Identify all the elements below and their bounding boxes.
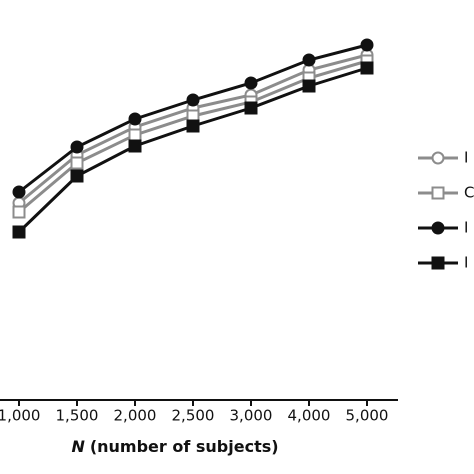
- data-point: [244, 76, 258, 90]
- legend-marker: [431, 256, 445, 270]
- data-point: [70, 140, 84, 154]
- data-point: [12, 205, 26, 219]
- data-point: [128, 128, 142, 142]
- data-point: [302, 53, 316, 67]
- x-tick-label: 3,000: [230, 407, 273, 425]
- data-point: [360, 38, 374, 52]
- legend-marker: [431, 221, 445, 235]
- data-point: [302, 79, 316, 93]
- x-tick-label: 1,500: [56, 407, 99, 425]
- x-axis-variable: N: [71, 437, 85, 456]
- data-point: [70, 156, 84, 170]
- x-tick-label: 5,000: [346, 407, 389, 425]
- data-point: [128, 139, 142, 153]
- legend-marker: [431, 186, 445, 200]
- data-point: [70, 169, 84, 183]
- data-point: [12, 225, 26, 239]
- x-tick-label: 2,500: [172, 407, 215, 425]
- legend-label: I: [464, 149, 468, 167]
- data-point: [12, 185, 26, 199]
- data-point: [244, 101, 258, 115]
- legend-label: C: [464, 184, 474, 202]
- legend-label: I: [464, 254, 468, 272]
- data-point: [186, 119, 200, 133]
- x-tick-label: 2,000: [114, 407, 157, 425]
- data-point: [128, 112, 142, 126]
- x-axis-label: N (number of subjects): [71, 437, 278, 456]
- x-tick-label: 1,000: [0, 407, 40, 425]
- data-point: [360, 61, 374, 75]
- x-tick-label: 4,000: [288, 407, 331, 425]
- x-axis-title: (number of subjects): [90, 437, 279, 456]
- data-point: [186, 93, 200, 107]
- legend-marker: [431, 151, 445, 165]
- legend-label: I: [464, 219, 468, 237]
